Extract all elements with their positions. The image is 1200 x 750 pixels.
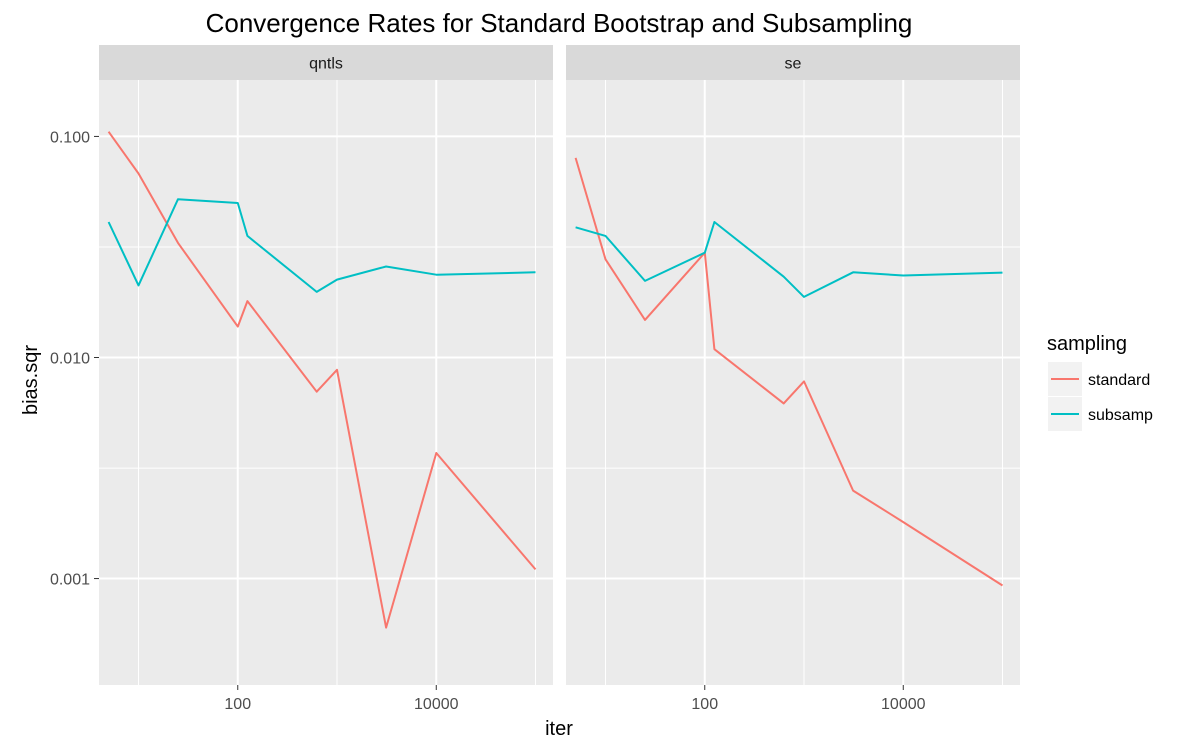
x-tick-label: 100 <box>224 696 251 713</box>
legend-title: sampling <box>1047 333 1127 355</box>
series-line-subsamp <box>575 221 1003 298</box>
strip-label: se <box>785 56 802 73</box>
facet-panels: qntls 100 10000 0.001 0.010 0.100 se 100 10000 <box>50 45 1020 713</box>
y-tick-label: 0.001 <box>50 572 90 589</box>
x-tick-label: 10000 <box>881 696 926 713</box>
legend: sampling standard subsamp <box>1047 333 1153 431</box>
legend-label: subsamp <box>1088 407 1153 424</box>
panel-background <box>566 80 1020 685</box>
series-line-standard <box>574 157 1004 587</box>
legend-entry-subsamp: subsamp <box>1048 397 1153 431</box>
strip-label: qntls <box>309 56 343 73</box>
legend-entry-standard: standard <box>1048 362 1150 396</box>
x-tick-label: 100 <box>691 696 718 713</box>
chart-title: Convergence Rates for Standard Bootstrap… <box>206 8 913 38</box>
series-line-standard <box>107 131 537 629</box>
strip-background <box>566 45 1020 80</box>
series-line-subsamp <box>107 198 536 293</box>
panel-qntls: qntls 100 10000 0.001 0.010 0.100 <box>50 45 553 713</box>
panel-se: se 100 10000 <box>566 45 1020 713</box>
y-tick-label: 0.010 <box>50 350 90 367</box>
y-axis-title: bias.sqr <box>20 345 42 415</box>
x-axis-title: iter <box>545 718 573 740</box>
legend-label: standard <box>1088 372 1150 389</box>
strip-background <box>99 45 553 80</box>
legend-items: standard subsamp <box>1048 362 1153 431</box>
y-tick-label: 0.100 <box>50 129 90 146</box>
x-tick-label: 10000 <box>414 696 459 713</box>
